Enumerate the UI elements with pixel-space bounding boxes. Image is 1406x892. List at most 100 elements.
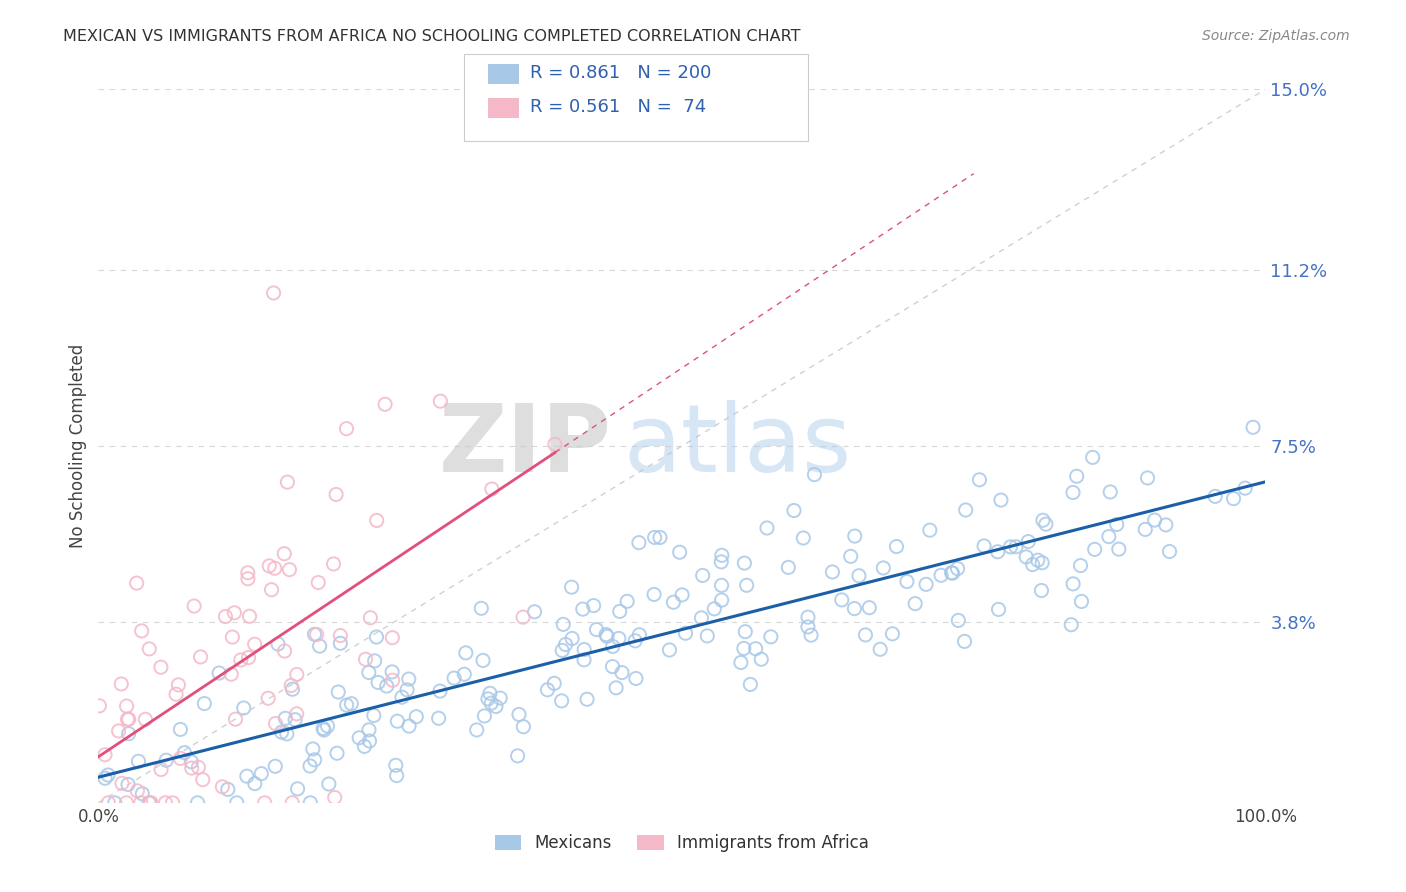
Point xyxy=(217,782,239,797)
Point xyxy=(155,796,177,810)
Point xyxy=(735,578,758,592)
Point xyxy=(398,672,420,686)
Point xyxy=(536,682,558,697)
Point xyxy=(1062,485,1084,500)
Point xyxy=(280,678,302,692)
Point xyxy=(759,630,782,644)
Point xyxy=(740,677,762,691)
Point xyxy=(561,580,583,594)
Point xyxy=(643,587,665,601)
Point xyxy=(627,535,650,549)
Point xyxy=(1032,513,1054,527)
Point xyxy=(692,568,714,582)
Point xyxy=(264,759,287,773)
Point xyxy=(243,637,266,651)
Point xyxy=(696,629,718,643)
Point xyxy=(1070,594,1092,608)
Point xyxy=(550,694,572,708)
Point xyxy=(730,656,752,670)
Point xyxy=(610,665,633,680)
Point xyxy=(1084,542,1107,557)
Point xyxy=(703,602,725,616)
Point xyxy=(733,556,755,570)
Point xyxy=(844,529,866,543)
Point xyxy=(1136,471,1159,485)
Point xyxy=(115,699,138,714)
Point xyxy=(427,711,450,725)
Point xyxy=(250,766,273,780)
Point xyxy=(238,650,260,665)
Point xyxy=(381,665,404,679)
Point xyxy=(97,768,120,782)
Point xyxy=(658,643,681,657)
Point xyxy=(648,531,671,545)
Point xyxy=(110,677,132,691)
Point xyxy=(236,572,259,586)
Point xyxy=(429,684,451,698)
Point xyxy=(508,707,530,722)
Point xyxy=(340,697,363,711)
Point xyxy=(353,739,375,754)
Point xyxy=(328,685,350,699)
Point xyxy=(800,628,823,642)
Point xyxy=(329,628,352,642)
Point xyxy=(572,642,595,657)
Point xyxy=(299,796,322,810)
Point xyxy=(169,751,191,765)
Point xyxy=(855,628,877,642)
Point xyxy=(1154,517,1177,532)
Point xyxy=(94,771,117,785)
Point xyxy=(381,631,404,645)
Point xyxy=(710,578,733,592)
Point xyxy=(285,706,308,721)
Point xyxy=(322,557,344,571)
Text: MEXICAN VS IMMIGRANTS FROM AFRICA NO SCHOOLING COMPLETED CORRELATION CHART: MEXICAN VS IMMIGRANTS FROM AFRICA NO SCH… xyxy=(63,29,801,44)
Point xyxy=(1060,617,1083,632)
Point xyxy=(224,606,246,620)
Point xyxy=(616,594,638,608)
Point xyxy=(323,790,346,805)
Point xyxy=(485,699,508,714)
Point xyxy=(1015,549,1038,564)
Point xyxy=(662,595,685,609)
Point xyxy=(138,796,160,810)
Point xyxy=(107,723,129,738)
Point xyxy=(429,394,451,409)
Point xyxy=(1031,583,1053,598)
Point xyxy=(941,566,963,580)
Point xyxy=(183,599,205,613)
Point xyxy=(236,566,259,580)
Point xyxy=(263,285,285,300)
Point xyxy=(710,593,733,607)
Point xyxy=(605,681,627,695)
Point xyxy=(131,624,153,638)
Point xyxy=(572,602,595,616)
Point xyxy=(561,632,583,646)
Point xyxy=(465,723,488,737)
Point xyxy=(1222,491,1244,506)
Point xyxy=(211,780,233,794)
Point xyxy=(150,763,173,777)
Point xyxy=(284,713,307,727)
Point xyxy=(607,632,630,646)
Point xyxy=(734,624,756,639)
Point xyxy=(405,709,427,723)
Point xyxy=(1105,517,1128,532)
Point xyxy=(1081,450,1104,465)
Point xyxy=(624,672,647,686)
Point xyxy=(478,686,501,700)
Point xyxy=(831,593,853,607)
Point xyxy=(987,602,1010,616)
Point xyxy=(477,692,499,706)
Point xyxy=(117,777,139,791)
Point xyxy=(363,708,385,723)
Point xyxy=(470,601,492,615)
Point xyxy=(190,649,212,664)
Point xyxy=(858,600,880,615)
Point xyxy=(628,628,651,642)
Point xyxy=(1204,489,1226,503)
Point xyxy=(367,675,389,690)
Point xyxy=(756,521,779,535)
Point xyxy=(180,755,202,769)
Point xyxy=(375,679,398,693)
